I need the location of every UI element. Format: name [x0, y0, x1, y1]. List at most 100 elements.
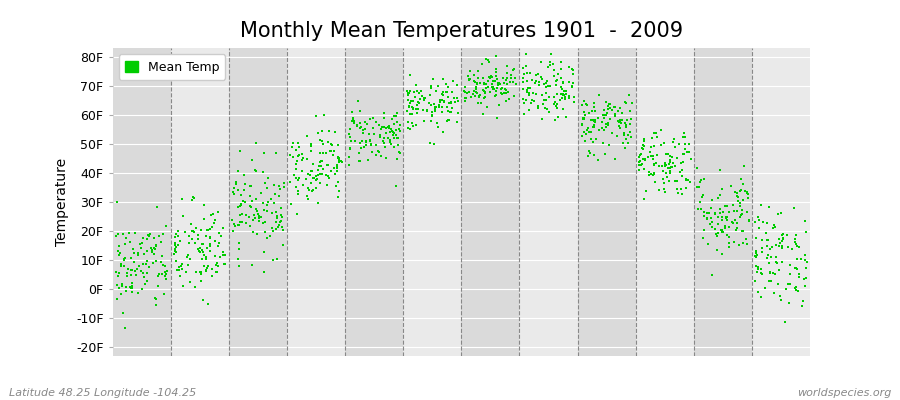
Point — [290, 158, 304, 164]
Point — [771, 281, 786, 287]
Point — [446, 78, 460, 84]
Point — [715, 217, 729, 223]
Point — [458, 95, 473, 102]
Bar — [635, 48, 694, 356]
Point — [316, 149, 330, 156]
Point — [445, 88, 459, 95]
Point — [112, 270, 127, 277]
Point — [244, 204, 258, 210]
Point — [185, 228, 200, 234]
Point — [432, 102, 446, 108]
Point — [131, 290, 146, 296]
Point — [765, 244, 779, 250]
Point — [283, 152, 297, 158]
Point — [354, 144, 368, 151]
Point — [272, 193, 286, 200]
Point — [119, 288, 133, 294]
Point — [146, 259, 160, 266]
Point — [616, 117, 630, 124]
Point — [194, 270, 209, 277]
Point — [710, 195, 724, 202]
Point — [358, 142, 373, 148]
Point — [239, 212, 254, 218]
Point — [402, 103, 417, 110]
Point — [158, 273, 172, 279]
Point — [524, 100, 538, 107]
Point — [644, 135, 659, 142]
Point — [730, 225, 744, 231]
Point — [503, 79, 517, 86]
Point — [713, 210, 727, 216]
Point — [168, 258, 183, 264]
Point — [634, 150, 648, 157]
Point — [760, 251, 775, 258]
Point — [587, 104, 601, 110]
Point — [440, 118, 454, 124]
Point — [382, 129, 397, 135]
Point — [392, 126, 407, 132]
Point — [659, 169, 673, 176]
Point — [320, 162, 334, 168]
Point — [313, 157, 328, 164]
Point — [272, 222, 286, 228]
Point — [693, 199, 707, 206]
Point — [359, 139, 374, 145]
Point — [788, 239, 803, 246]
Point — [124, 272, 139, 278]
Point — [465, 90, 480, 97]
Point — [567, 99, 581, 105]
Point — [707, 210, 722, 217]
Point — [751, 252, 765, 258]
Point — [778, 318, 792, 325]
Point — [668, 163, 682, 169]
Point — [535, 76, 549, 82]
Point — [171, 228, 185, 234]
Point — [450, 82, 464, 88]
Point — [632, 162, 646, 168]
Point — [232, 203, 247, 209]
Point — [557, 96, 572, 102]
Point — [610, 133, 625, 139]
Point — [781, 300, 796, 306]
Point — [441, 116, 455, 123]
Point — [750, 269, 764, 275]
Point — [478, 89, 492, 96]
Bar — [112, 48, 171, 356]
Point — [664, 164, 679, 170]
Point — [231, 222, 246, 228]
Point — [127, 259, 141, 265]
Point — [243, 183, 257, 189]
Point — [382, 139, 397, 146]
Point — [457, 87, 472, 94]
Point — [133, 241, 148, 247]
Point — [448, 98, 463, 105]
Point — [158, 269, 172, 275]
Point — [263, 233, 277, 240]
Point — [313, 180, 328, 186]
Point — [526, 76, 540, 83]
Point — [195, 249, 210, 255]
Point — [696, 192, 710, 198]
Point — [403, 111, 418, 118]
Point — [657, 186, 671, 192]
Point — [355, 137, 369, 144]
Point — [136, 270, 150, 276]
Point — [776, 236, 790, 243]
Point — [353, 108, 367, 114]
Y-axis label: Temperature: Temperature — [55, 158, 69, 246]
Point — [614, 120, 628, 127]
Point — [598, 98, 613, 105]
Point — [565, 66, 580, 72]
Point — [289, 166, 303, 172]
Point — [772, 266, 787, 273]
Point — [647, 170, 662, 176]
Point — [324, 140, 338, 147]
Point — [225, 217, 239, 223]
Point — [343, 145, 357, 151]
Point — [575, 102, 590, 108]
Point — [147, 245, 161, 251]
Point — [389, 182, 403, 189]
Point — [198, 255, 212, 262]
Point — [697, 234, 711, 241]
Point — [489, 69, 503, 76]
